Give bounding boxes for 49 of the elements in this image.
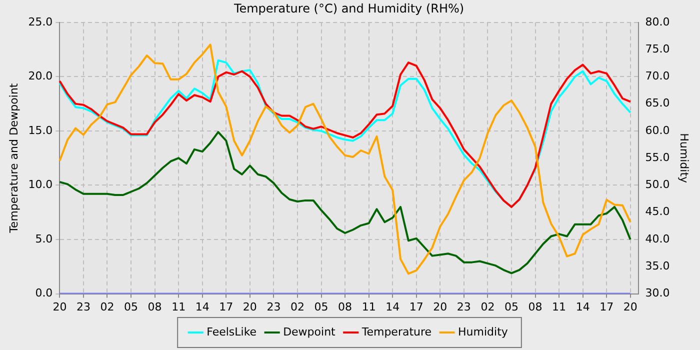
x-tick-label: 20	[52, 300, 67, 314]
x-tick-label: 05	[504, 300, 518, 314]
y2-axis-title: Humidity	[678, 133, 691, 184]
x-tick-label: 17	[219, 300, 234, 314]
x-tick-label: 08	[338, 300, 352, 314]
y2-tick-label: 55.0	[645, 150, 670, 164]
x-tick-label: 14	[195, 300, 210, 314]
x-tick-label: 20	[623, 300, 638, 314]
y-tick-label: 0.0	[35, 286, 53, 300]
y2-tick-label: 80.0	[645, 15, 670, 28]
x-tick-label: 23	[456, 300, 471, 314]
x-tick-label: 23	[266, 300, 281, 314]
y2-tick-label: 60.0	[645, 124, 670, 137]
legend-label: FeelsLike	[206, 325, 257, 338]
x-tick-label: 17	[409, 300, 424, 314]
y-tick-label: 25.0	[28, 15, 53, 28]
y2-tick-label: 65.0	[645, 96, 670, 110]
y2-tick-label: 40.0	[645, 232, 670, 246]
x-tick-label: 08	[148, 300, 162, 314]
y2-tick-label: 35.0	[645, 260, 670, 273]
x-tick-label: 17	[600, 300, 614, 314]
y-tick-label: 20.0	[28, 70, 53, 83]
y-tick-label: 10.0	[28, 178, 53, 192]
x-tick-label: 20	[433, 300, 448, 314]
legend-label: Humidity	[458, 325, 508, 338]
x-tick-label: 08	[528, 300, 542, 314]
x-tick-label: 02	[480, 300, 495, 314]
y2-tick-label: 75.0	[645, 42, 670, 56]
y-axis-title: Temperature and Dewpoint	[7, 82, 20, 234]
x-tick-label: 11	[172, 300, 186, 314]
x-tick-label: 02	[100, 300, 114, 314]
y2-tick-label: 30.0	[645, 286, 670, 300]
y-tick-label: 15.0	[28, 124, 53, 137]
x-tick-label: 23	[76, 300, 90, 314]
legend-label: Temperature	[360, 325, 432, 338]
x-tick-label: 05	[314, 300, 328, 314]
y2-tick-label: 45.0	[645, 205, 670, 218]
x-tick-label: 02	[290, 300, 304, 314]
y2-tick-label: 50.0	[645, 178, 670, 192]
x-tick-label: 11	[362, 300, 376, 314]
y2-tick-label: 70.0	[645, 70, 670, 83]
x-tick-label: 20	[242, 300, 257, 314]
x-tick-label: 14	[576, 300, 590, 314]
legend-label: Dewpoint	[283, 325, 336, 338]
chart-title: Temperature (°C) and Humidity (RH%)	[232, 1, 464, 16]
x-tick-label: 05	[124, 300, 138, 314]
y-tick-label: 5.0	[35, 232, 53, 246]
x-tick-label: 14	[386, 300, 400, 314]
x-tick-label: 11	[552, 300, 566, 314]
